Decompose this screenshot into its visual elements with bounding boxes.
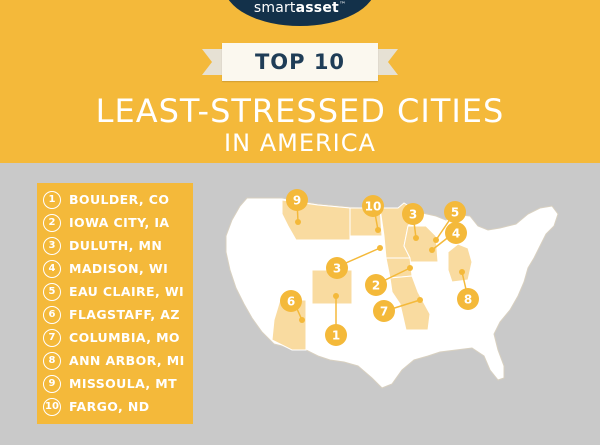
city-name: COLUMBIA, MO <box>69 330 180 345</box>
logo-tm: ™ <box>338 0 347 9</box>
page-subtitle: IN AMERICA <box>224 129 376 157</box>
list-item: 8 ANN ARBOR, MI <box>43 350 193 372</box>
logo: smartasset™ <box>224 0 376 26</box>
badge-6: 6 <box>280 290 302 312</box>
logo-prefix: smart <box>253 0 296 16</box>
us-map: 9 10 3 5 4 3 2 7 6 1 8 <box>225 189 559 389</box>
us-mainland-shape <box>225 197 559 389</box>
badge-label: 4 <box>452 227 460 241</box>
logo-text: smartasset™ <box>224 0 376 16</box>
badge-7: 7 <box>373 300 395 322</box>
rank-badge: 5 <box>43 283 61 301</box>
list-item: 9 MISSOULA, MT <box>43 373 193 395</box>
city-name: FARGO, ND <box>69 399 150 414</box>
badge-3-top: 3 <box>402 203 424 225</box>
top-10-ribbon: TOP 10 <box>202 43 398 81</box>
city-name: MISSOULA, MT <box>69 376 178 391</box>
city-name: BOULDER, CO <box>69 192 170 207</box>
header-banner: smartasset™ TOP 10 LEAST-STRESSED CITIES… <box>0 0 600 163</box>
city-name: MADISON, WI <box>69 261 169 276</box>
badge-10: 10 <box>362 195 384 217</box>
list-item: 2 IOWA CITY, IA <box>43 212 193 234</box>
logo-suffix: asset <box>295 0 339 16</box>
badge-2: 2 <box>365 274 387 296</box>
badge-4: 4 <box>445 222 467 244</box>
badge-1: 1 <box>325 324 347 346</box>
list-item: 4 MADISON, WI <box>43 258 193 280</box>
badge-label: 3 <box>409 208 417 222</box>
rank-badge: 2 <box>43 214 61 232</box>
rank-badge: 7 <box>43 329 61 347</box>
badge-9: 9 <box>286 189 308 211</box>
city-name: IOWA CITY, IA <box>69 215 170 230</box>
list-item: 6 FLAGSTAFF, AZ <box>43 304 193 326</box>
rank-badge: 4 <box>43 260 61 278</box>
city-name: EAU CLAIRE, WI <box>69 284 185 299</box>
list-item: 10 FARGO, ND <box>43 396 193 418</box>
rank-badge: 10 <box>43 398 61 416</box>
list-item: 5 EAU CLAIRE, WI <box>43 281 193 303</box>
badge-label: 8 <box>464 293 472 307</box>
ribbon-text: TOP 10 <box>254 50 346 74</box>
badge-label: 7 <box>380 305 388 319</box>
ribbon-face: TOP 10 <box>222 43 378 81</box>
badge-label: 10 <box>365 200 382 214</box>
list-item: 7 COLUMBIA, MO <box>43 327 193 349</box>
badge-label: 3 <box>333 262 341 276</box>
rank-badge: 8 <box>43 352 61 370</box>
rank-badge: 1 <box>43 191 61 209</box>
page-title: LEAST-STRESSED CITIES <box>95 92 505 130</box>
badge-label: 5 <box>451 206 459 220</box>
list-item: 1 BOULDER, CO <box>43 189 193 211</box>
highlight-arizona <box>271 299 307 351</box>
badge-label: 9 <box>293 194 301 208</box>
city-name: ANN ARBOR, MI <box>69 353 185 368</box>
badge-label: 6 <box>287 295 295 309</box>
rank-badge: 9 <box>43 375 61 393</box>
badge-label: 1 <box>332 329 340 343</box>
list-item: 3 DULUTH, MN <box>43 235 193 257</box>
rank-badge: 6 <box>43 306 61 324</box>
badge-8: 8 <box>457 288 479 310</box>
city-markers <box>295 219 465 323</box>
city-name: FLAGSTAFF, AZ <box>69 307 180 322</box>
city-name: DULUTH, MN <box>69 238 163 253</box>
ranking-list: 1 BOULDER, CO 2 IOWA CITY, IA 3 DULUTH, … <box>37 183 193 424</box>
rank-badge: 3 <box>43 237 61 255</box>
highlight-wisconsin <box>403 225 439 263</box>
badge-5: 5 <box>444 201 466 223</box>
highlight-michigan <box>447 243 473 283</box>
badge-3-left: 3 <box>326 257 348 279</box>
badge-label: 2 <box>372 279 380 293</box>
